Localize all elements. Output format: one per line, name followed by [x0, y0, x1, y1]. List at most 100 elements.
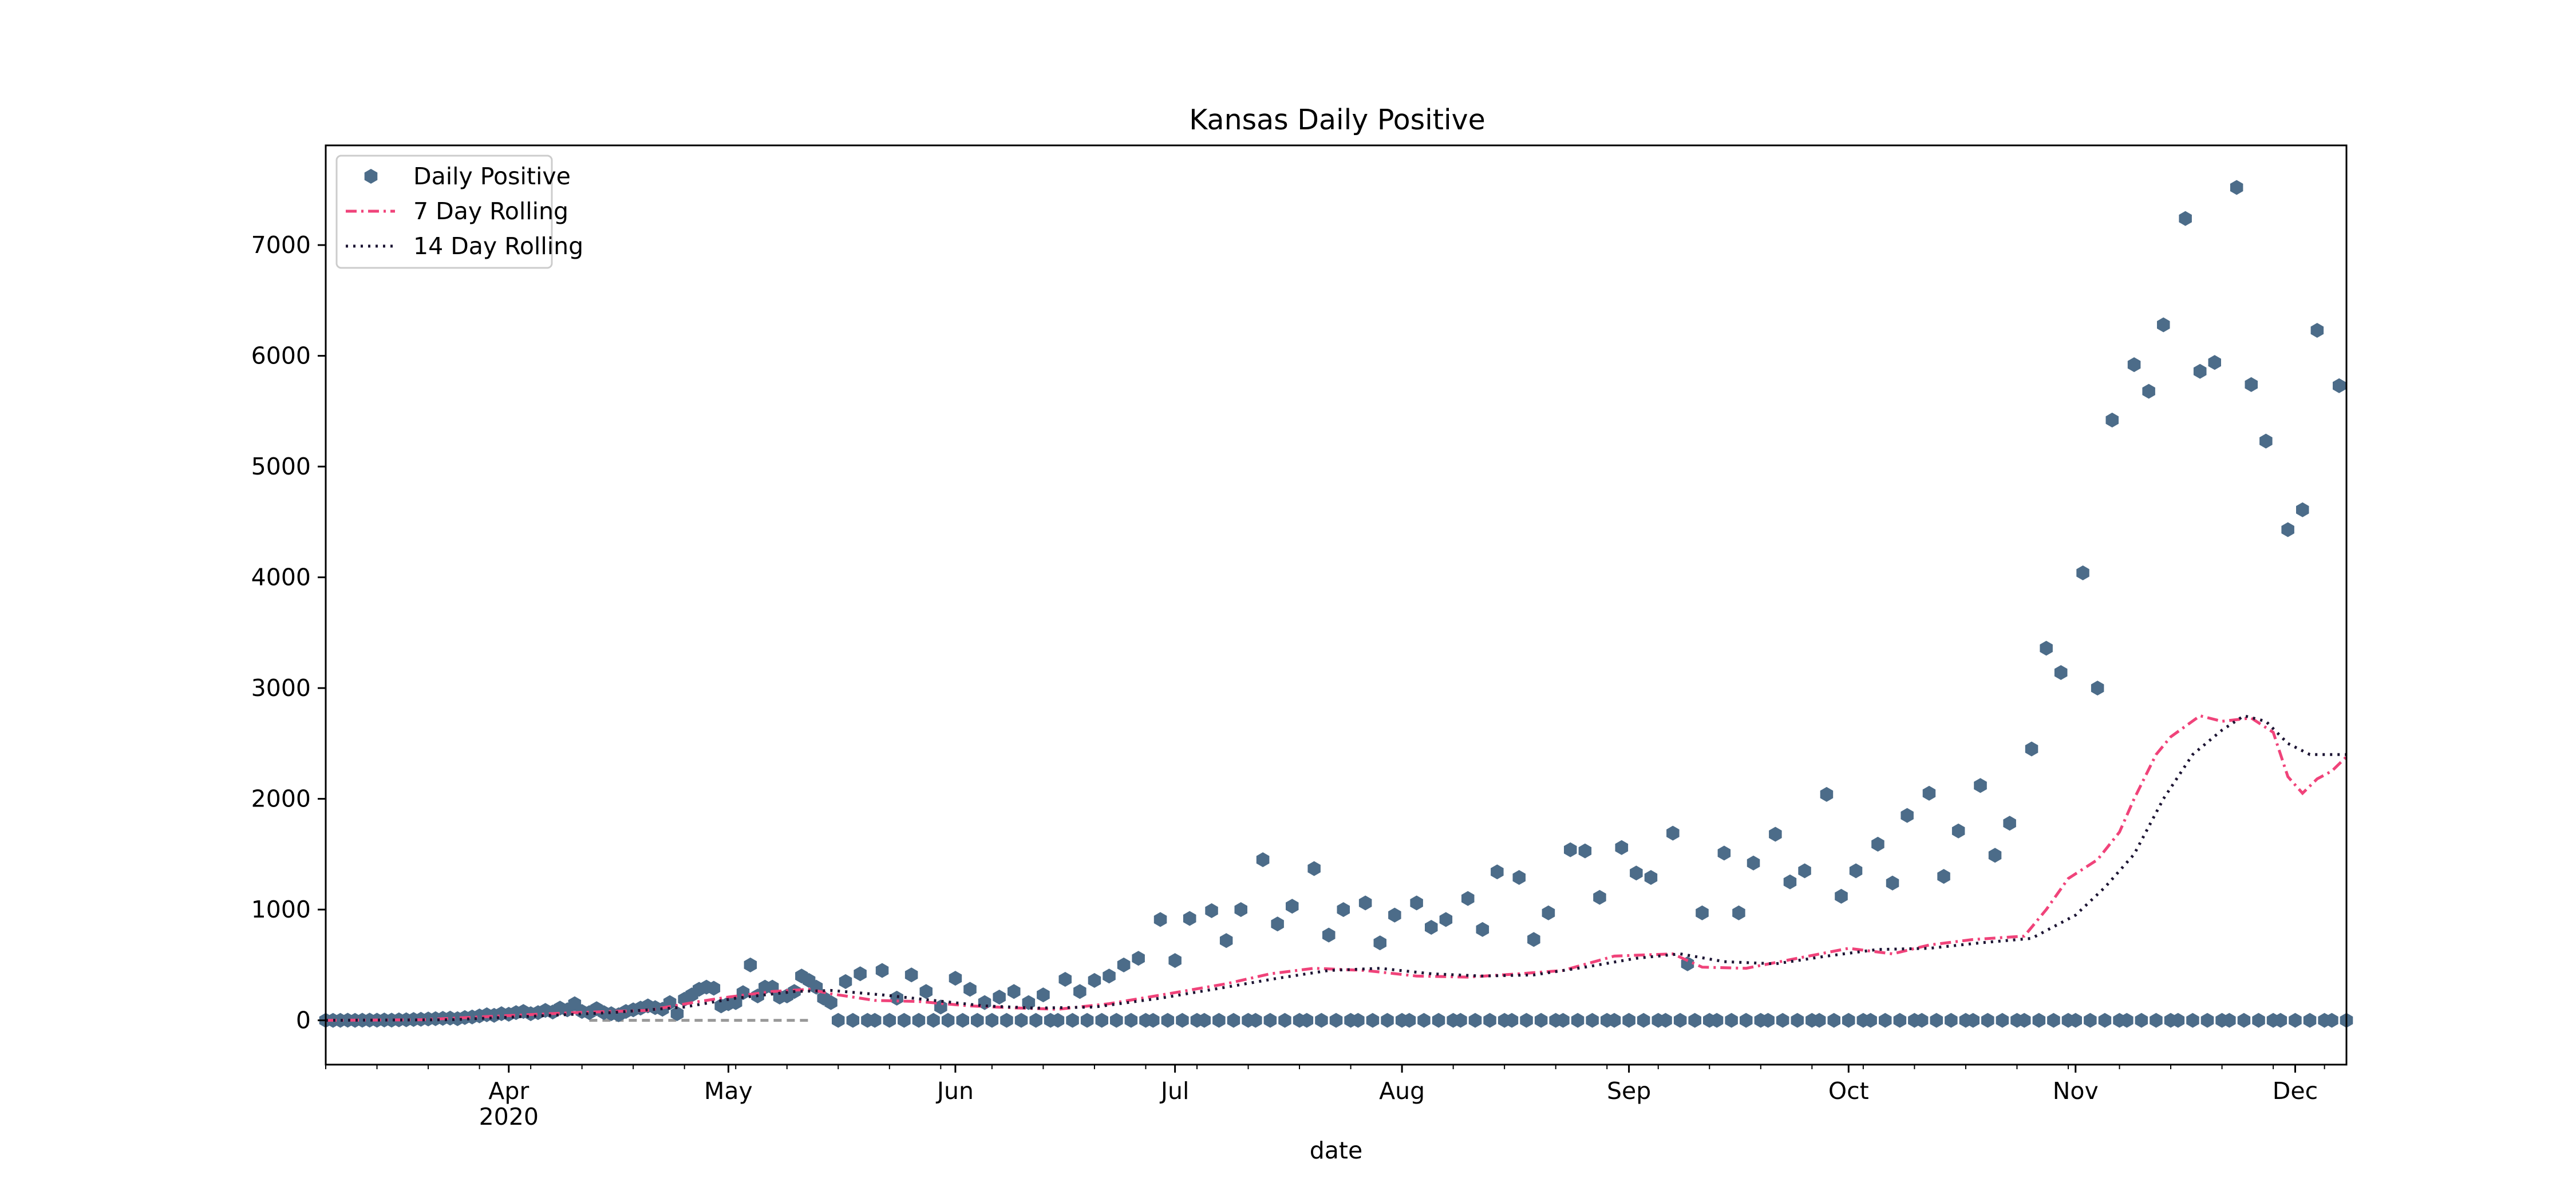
daily-positive-point — [1381, 1013, 1394, 1028]
daily-positive-point — [963, 982, 977, 997]
daily-positive-point — [1981, 1013, 1994, 1028]
daily-positive-point — [2047, 1013, 2060, 1028]
daily-positive-point — [1476, 922, 1490, 937]
daily-positive-point — [2193, 363, 2207, 379]
daily-positive-point — [1095, 1013, 1108, 1028]
daily-positive-point — [875, 963, 889, 978]
daily-positive-point — [1132, 951, 1145, 966]
daily-positive-point — [2084, 1013, 2097, 1028]
x-tick-label: Aug — [1379, 1077, 1425, 1105]
daily-positive-point — [1534, 1013, 1548, 1028]
daily-positive-point — [1124, 1013, 1138, 1028]
daily-positive-point — [1183, 911, 1196, 926]
daily-positive-point — [1352, 1013, 1365, 1028]
daily-positive-point — [1732, 905, 1745, 920]
daily-positive-point — [1147, 1013, 1160, 1028]
daily-positive-point — [1607, 1013, 1621, 1028]
daily-positive-point — [1153, 912, 1167, 927]
y-tick-label: 2000 — [251, 785, 311, 813]
daily-positive-point — [2186, 1013, 2199, 1028]
daily-positive-point — [956, 1013, 969, 1028]
daily-positive-point — [729, 995, 742, 1010]
daily-positive-point — [927, 1013, 940, 1028]
daily-positive-point — [1029, 1013, 1042, 1028]
daily-positive-point — [2091, 681, 2104, 696]
daily-positive-point — [2171, 1013, 2185, 1028]
daily-positive-point — [1417, 1013, 1431, 1028]
daily-positive-point — [832, 1013, 845, 1028]
daily-positive-point — [736, 985, 750, 1001]
daily-positive-point — [1103, 968, 1116, 984]
daily-positive-point — [1051, 1013, 1065, 1028]
daily-positive-point — [1798, 863, 1811, 879]
daily-positive-point — [1454, 1013, 1467, 1028]
daily-positive-point — [1564, 842, 1577, 857]
daily-positive-point — [2252, 1013, 2265, 1028]
daily-positive-point — [2025, 741, 2038, 757]
daily-positive-point — [1271, 916, 1284, 932]
daily-positive-point — [2135, 1013, 2148, 1028]
daily-positive-point — [1439, 912, 1453, 927]
daily-positive-point — [1161, 1013, 1175, 1028]
daily-positive-point — [1278, 1013, 1291, 1028]
daily-positive-point — [1930, 1013, 1943, 1028]
daily-positive-point — [1783, 874, 1797, 889]
daily-positive-point — [1996, 1013, 2009, 1028]
daily-positive-point — [670, 1006, 684, 1021]
y-tick-label: 1000 — [251, 896, 311, 923]
daily-positive-point — [1205, 903, 1218, 918]
legend-marker-daily-positive — [364, 169, 378, 184]
daily-positive-point — [2325, 1013, 2338, 1028]
legend: Daily Positive 7 Day Rolling 14 Day Rollin… — [335, 155, 583, 269]
daily-positive-point — [1358, 895, 1372, 911]
daily-positive-point — [2303, 1013, 2317, 1028]
y-tick-label: 3000 — [251, 674, 311, 702]
daily-positive-point — [1893, 1013, 1907, 1028]
daily-positive-point — [2208, 355, 2221, 370]
chart-title: Kansas Daily Positive — [1189, 104, 1485, 136]
daily-positive-point — [1644, 870, 1658, 885]
daily-positive-point — [1827, 1013, 1840, 1028]
daily-positive-point — [1249, 1013, 1262, 1028]
daily-positive-point — [2179, 211, 2192, 226]
daily-positive-point — [2142, 383, 2155, 399]
daily-positive-point — [1659, 1013, 1672, 1028]
daily-positive-point — [2310, 323, 2324, 338]
daily-positive-point — [2098, 1013, 2112, 1028]
daily-positive-point — [1688, 1013, 1701, 1028]
daily-positive-point — [1966, 1013, 1980, 1028]
daily-positive-point — [2040, 640, 2053, 656]
daily-positive-point — [1022, 995, 1036, 1010]
x-tick-label: May — [704, 1077, 753, 1105]
daily-positive-point — [1322, 927, 1336, 943]
daily-positive-point — [846, 1013, 860, 1028]
y-tick-label: 5000 — [251, 453, 311, 480]
y-tick-label: 6000 — [251, 342, 311, 370]
daily-positive-point — [1037, 987, 1050, 1003]
daily-positive-point — [1717, 845, 1731, 861]
daily-positive-point — [1974, 778, 1987, 793]
x-tick-label: Nov — [2053, 1077, 2099, 1105]
daily-positive-point — [2333, 378, 2346, 393]
daily-positive-point — [1058, 972, 1072, 987]
daily-positive-point — [2157, 317, 2170, 333]
daily-positive-point — [1263, 1013, 1277, 1028]
daily-positive-point — [941, 1013, 955, 1028]
daily-positive-point — [890, 990, 903, 1006]
daily-positive-point — [2296, 502, 2309, 517]
daily-positive-point — [1410, 895, 1423, 911]
daily-positive-point — [1337, 902, 1350, 918]
daily-positive-point — [1000, 1013, 1013, 1028]
plot-area — [319, 180, 2353, 1028]
daily-positive-point — [2223, 1013, 2236, 1028]
daily-positive-point — [2289, 1013, 2302, 1028]
daily-positive-point — [1073, 984, 1086, 999]
daily-positive-point — [1761, 1013, 1775, 1028]
x-tick-label: Apr — [488, 1077, 529, 1105]
daily-positive-point — [1066, 1013, 1079, 1028]
daily-positive-point — [1520, 1013, 1533, 1028]
daily-positive-point — [898, 1013, 911, 1028]
daily-positive-point — [1110, 1013, 1123, 1028]
daily-positive-point — [2018, 1013, 2031, 1028]
daily-positive-point — [1307, 861, 1321, 876]
